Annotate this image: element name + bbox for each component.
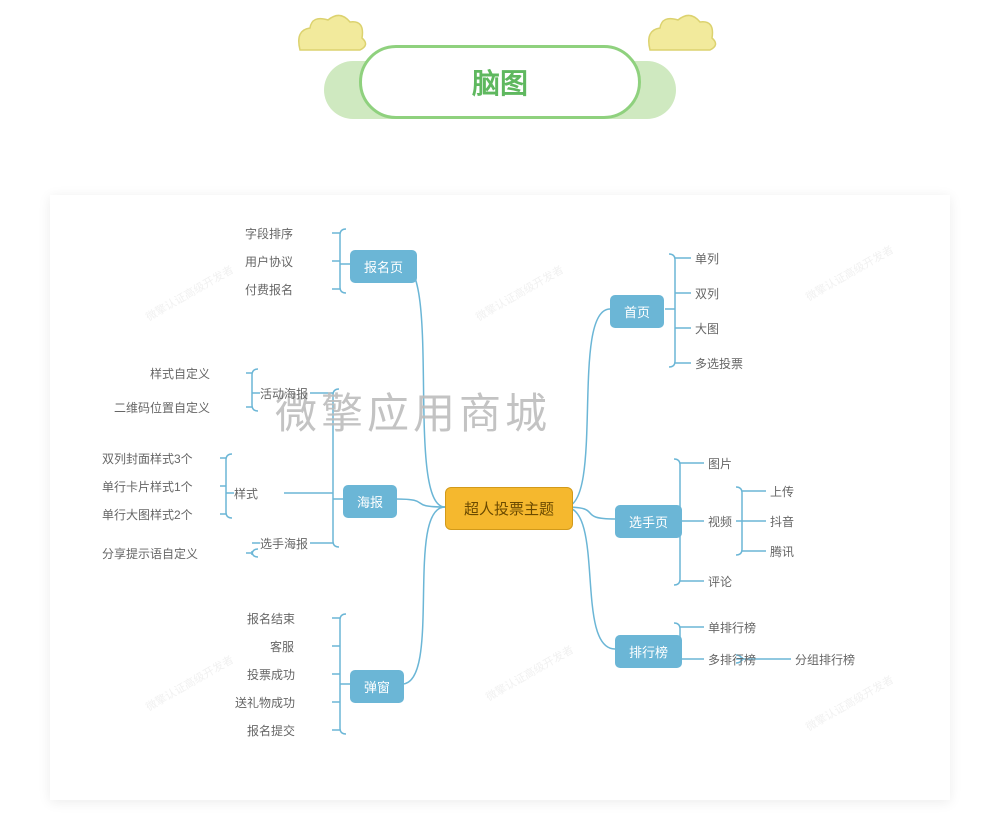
mindmap-node: 字段排序 (245, 225, 293, 242)
mindmap-node: 报名结束 (247, 610, 295, 627)
cloud-decoration-left (290, 10, 370, 60)
mindmap-node: 腾讯 (770, 543, 794, 560)
mindmap-node: 超人投票主题 (445, 487, 573, 530)
mindmap-node: 报名页 (350, 250, 417, 283)
mindmap-node: 选手海报 (260, 535, 308, 552)
mindmap-node: 单列 (695, 250, 719, 267)
mindmap-node: 海报 (343, 485, 397, 518)
mindmap-node: 报名提交 (247, 722, 295, 739)
mindmap-node: 双列 (695, 285, 719, 302)
mindmap-node: 二维码位置自定义 (114, 399, 210, 416)
mindmap-node: 付费报名 (245, 281, 293, 298)
mindmap-node: 样式 (234, 485, 258, 502)
watermark-small: 微擎认证高级开发者 (803, 241, 897, 304)
watermark-small: 微擎认证高级开发者 (803, 671, 897, 734)
mindmap-node: 大图 (695, 320, 719, 337)
mindmap-node: 首页 (610, 295, 664, 328)
cloud-decoration-right (640, 10, 720, 60)
mindmap-node: 上传 (770, 483, 794, 500)
watermark-small: 微擎认证高级开发者 (483, 641, 577, 704)
watermark-small: 微擎认证高级开发者 (143, 261, 237, 324)
mindmap-node: 分享提示语自定义 (102, 545, 198, 562)
mindmap-node: 多排行榜 (708, 651, 756, 668)
watermark-small: 微擎认证高级开发者 (473, 261, 567, 324)
mindmap-node: 视频 (708, 513, 732, 530)
watermark-large: 微擎应用商城 (275, 380, 551, 441)
mindmap-node: 送礼物成功 (235, 694, 295, 711)
watermark-small: 微擎认证高级开发者 (143, 651, 237, 714)
mindmap-node: 单排行榜 (708, 619, 756, 636)
mindmap-node: 单行大图样式2个 (102, 506, 193, 523)
title-pill: 脑图 (359, 45, 641, 119)
page-title: 脑图 (472, 68, 528, 99)
mindmap-node: 评论 (708, 573, 732, 590)
mindmap-node: 投票成功 (247, 666, 295, 683)
mindmap-node: 客服 (270, 638, 294, 655)
mindmap-node: 单行卡片样式1个 (102, 478, 193, 495)
mindmap-node: 弹窗 (350, 670, 404, 703)
mindmap-node: 排行榜 (615, 635, 682, 668)
mindmap-node: 多选投票 (695, 355, 743, 372)
mindmap-panel: 微擎应用商城 微擎认证高级开发者微擎认证高级开发者微擎认证高级开发者微擎认证高级… (50, 195, 950, 800)
mindmap-node: 选手页 (615, 505, 682, 538)
mindmap-node: 图片 (708, 455, 732, 472)
mindmap-node: 双列封面样式3个 (102, 450, 193, 467)
mindmap-node: 抖音 (770, 513, 794, 530)
header-band: 脑图 (0, 0, 1000, 140)
mindmap-node: 样式自定义 (150, 365, 210, 382)
mindmap-node: 用户协议 (245, 253, 293, 270)
mindmap-node: 活动海报 (260, 385, 308, 402)
mindmap-node: 分组排行榜 (795, 651, 855, 668)
